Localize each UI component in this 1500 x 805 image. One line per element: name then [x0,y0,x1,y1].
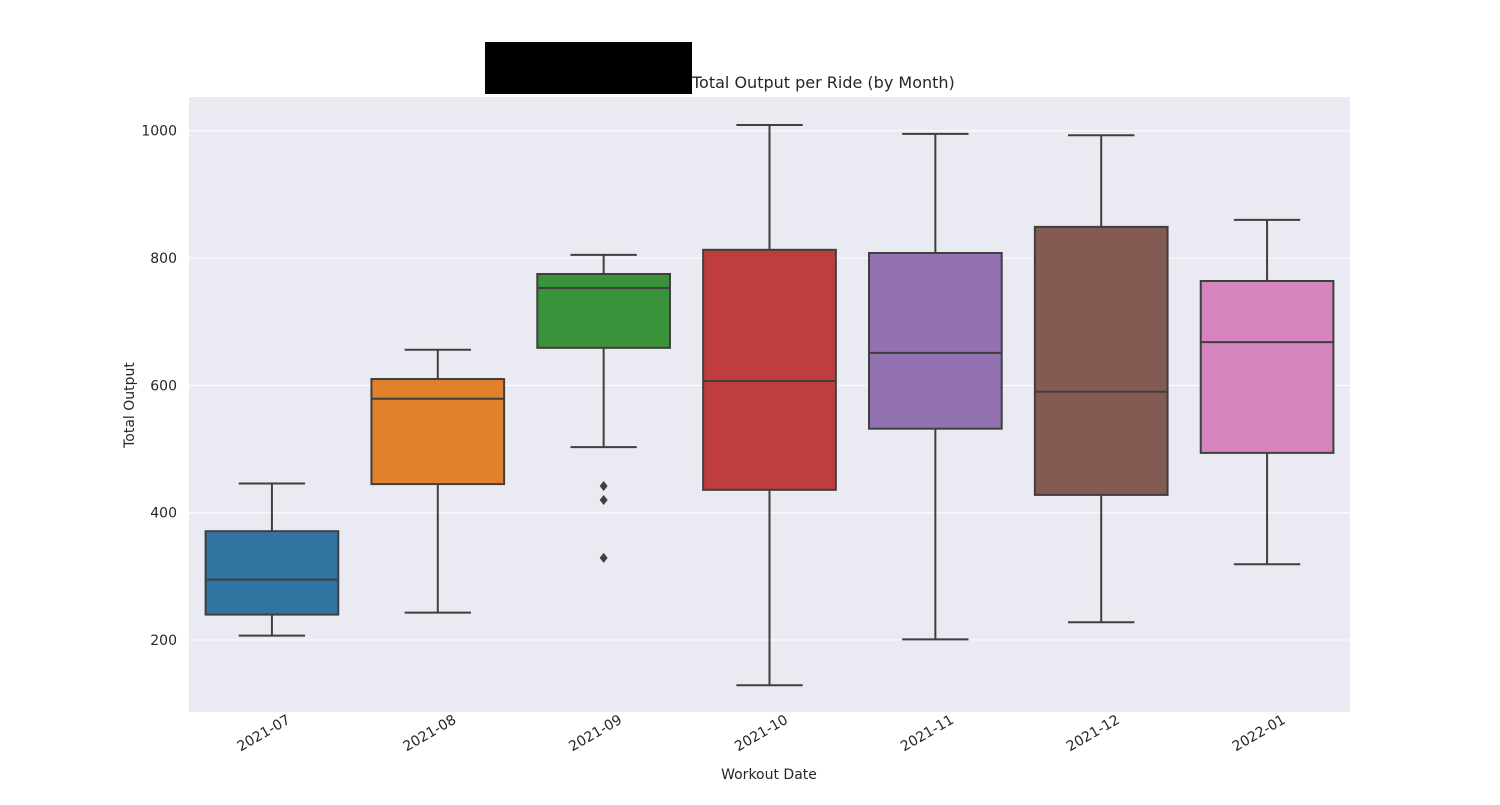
redaction-block [485,42,692,94]
x-tick-label-2021-12: 2021-12 [1064,712,1123,755]
y-tick-label-400: 400 [150,506,177,522]
box-2022-01 [1199,218,1335,566]
y-tick-label-200: 200 [150,633,177,649]
outlier-2021-09-2 [599,552,608,563]
x-axis-label: Workout Date [721,767,817,783]
box-iqr-2021-07 [204,530,340,616]
boxes [204,124,1335,687]
box-iqr-2021-12 [1033,225,1169,496]
box-iqr-2021-08 [370,378,506,486]
box-iqr-2021-09 [536,272,671,349]
chart-title: Total Output per Ride (by Month) [691,73,955,92]
box-2021-08 [370,348,506,614]
box-iqr-2021-10 [702,248,837,491]
x-tick-label-2021-08: 2021-08 [400,712,459,755]
y-axis-label: Total Output [122,362,138,449]
outlier-2021-09-0 [599,480,608,491]
box-2021-11 [868,132,1003,641]
x-axis-ticks: 2021-07 2021-08 2021-09 2021-10 2021-11 2021-… [235,712,1289,755]
y-tick-label-800: 800 [150,251,177,267]
y-tick-label-600: 600 [150,378,177,394]
x-tick-label-2021-09: 2021-09 [566,712,625,755]
box-iqr-2021-11 [868,251,1003,430]
box-iqr-2022-01 [1199,279,1335,454]
box-2021-09 [536,253,671,563]
box-2021-07 [204,482,340,637]
outlier-2021-09-1 [599,494,608,505]
box-2021-10 [702,124,837,687]
box-2021-12 [1033,134,1169,624]
x-tick-label-2022-01: 2022-01 [1230,712,1289,755]
x-tick-label-2021-10: 2021-10 [732,712,791,755]
y-tick-label-1000: 1000 [141,124,177,140]
x-tick-label-2021-11: 2021-11 [898,712,957,755]
x-tick-label-2021-07: 2021-07 [235,712,294,755]
y-axis-ticks: 200 400 600 800 1000 [141,124,177,649]
